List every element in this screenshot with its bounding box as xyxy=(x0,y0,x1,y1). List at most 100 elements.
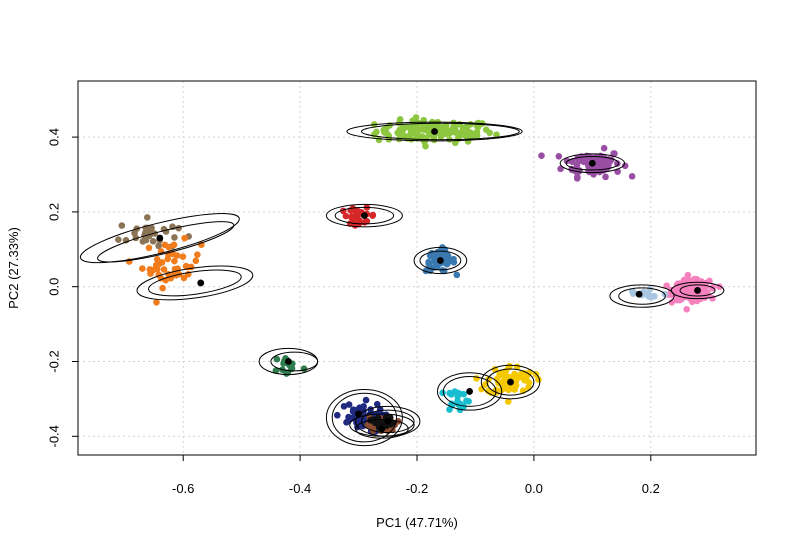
data-point xyxy=(703,289,711,296)
centroid-point-13 xyxy=(384,417,392,425)
data-point xyxy=(463,397,470,405)
data-point xyxy=(348,214,355,221)
confidence-ellipse-5-1 xyxy=(419,250,462,271)
x-tick-label-1: -0.4 xyxy=(289,481,311,496)
confidence-ellipse-1-0 xyxy=(559,153,625,174)
data-point xyxy=(159,284,166,292)
confidence-ellipse-4-0 xyxy=(325,203,403,228)
data-point xyxy=(152,261,160,269)
data-point xyxy=(145,244,153,252)
data-point xyxy=(403,123,411,131)
confidence-ellipse-9-0 xyxy=(480,364,541,400)
data-point xyxy=(439,389,446,397)
y-tick-label-0: -0.4 xyxy=(47,425,62,447)
data-point xyxy=(346,220,354,227)
data-point xyxy=(442,122,450,129)
data-point xyxy=(427,123,435,130)
data-point xyxy=(573,175,581,182)
data-point xyxy=(493,131,500,138)
data-point xyxy=(373,128,380,136)
data-point xyxy=(467,129,475,137)
data-point xyxy=(115,236,122,243)
data-point xyxy=(426,252,434,260)
confidence-ellipse-0-0 xyxy=(346,121,523,142)
data-point xyxy=(165,243,173,251)
data-point xyxy=(473,128,481,136)
data-point xyxy=(621,162,629,170)
confidence-ellipse-10-1 xyxy=(442,375,497,407)
data-point xyxy=(684,271,692,279)
data-point xyxy=(600,144,608,152)
data-point xyxy=(506,362,513,370)
centroid-point-0 xyxy=(431,128,438,135)
data-point xyxy=(353,216,361,224)
data-point xyxy=(142,236,150,244)
y-tick-label-4: 0.4 xyxy=(47,128,62,146)
data-point xyxy=(518,370,526,377)
data-point xyxy=(555,152,563,160)
data-point xyxy=(363,217,371,225)
centroid-point-11 xyxy=(355,410,362,418)
data-point xyxy=(433,263,441,271)
confidence-ellipse-6-0 xyxy=(670,281,725,300)
data-point xyxy=(602,173,609,181)
centroid-point-8 xyxy=(285,358,292,365)
y-axis-title: PC2 (27.33%) xyxy=(6,227,21,309)
x-tick-label-0: -0.6 xyxy=(172,481,194,496)
data-point xyxy=(504,386,512,393)
data-point xyxy=(414,125,421,133)
confidence-ellipse-3-0 xyxy=(136,265,254,301)
data-point xyxy=(369,211,377,219)
data-point xyxy=(557,165,564,173)
data-point xyxy=(538,152,545,160)
centroid-point-3 xyxy=(197,279,205,287)
data-point xyxy=(526,369,533,376)
data-point xyxy=(187,263,195,271)
data-point xyxy=(461,132,469,139)
points-layer xyxy=(115,114,723,436)
data-point xyxy=(647,294,655,301)
confidence-ellipse-2-0 xyxy=(79,213,240,264)
data-point xyxy=(373,400,381,408)
data-point xyxy=(397,132,405,139)
confidence-ellipse-13-0 xyxy=(355,405,421,437)
centroid-point-12 xyxy=(378,425,386,433)
centroid-point-7 xyxy=(635,290,643,298)
data-point xyxy=(146,266,154,273)
data-point xyxy=(171,257,178,265)
centroid-point-1 xyxy=(588,159,596,167)
data-point xyxy=(362,396,370,404)
data-point xyxy=(283,370,290,377)
data-point xyxy=(340,402,348,410)
data-point xyxy=(272,367,280,374)
data-point xyxy=(443,260,451,268)
confidence-ellipse-3-1 xyxy=(148,269,242,297)
data-point xyxy=(484,387,492,395)
data-point xyxy=(448,400,455,408)
data-point xyxy=(407,130,415,137)
data-point xyxy=(442,254,450,262)
x-tick-label-3: 0.0 xyxy=(525,481,543,496)
confidence-ellipse-5-0 xyxy=(413,246,468,275)
data-point xyxy=(496,371,503,379)
data-point xyxy=(463,123,470,131)
data-point xyxy=(646,285,654,293)
y-tick-label-2: 0.0 xyxy=(47,278,62,296)
data-point xyxy=(153,299,160,306)
data-point xyxy=(473,375,480,382)
centroid-point-9 xyxy=(507,378,514,386)
y-tick-label-3: 0.2 xyxy=(47,203,62,221)
confidence-ellipse-10-0 xyxy=(436,372,503,411)
centroid-point-5 xyxy=(436,257,444,264)
confidence-ellipse-0-1 xyxy=(360,122,520,141)
data-point xyxy=(504,398,512,405)
data-point xyxy=(686,283,693,290)
data-point xyxy=(453,271,461,279)
data-point xyxy=(160,266,168,273)
centroid-point-4 xyxy=(360,212,368,220)
data-point xyxy=(486,129,493,137)
confidence-ellipse-11-0 xyxy=(325,389,403,447)
axis-layer: -0.6 -0.4 -0.2 0.0 0.2 -0.4 -0.2 0.0 0.2 0.4 xyxy=(47,128,660,496)
data-point xyxy=(342,212,350,220)
data-point xyxy=(198,241,205,249)
